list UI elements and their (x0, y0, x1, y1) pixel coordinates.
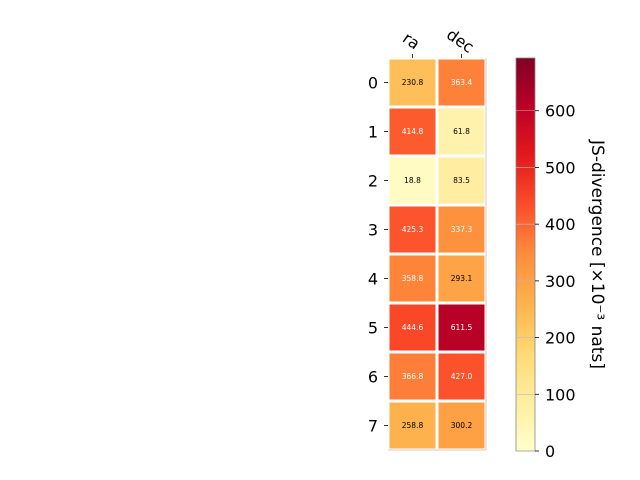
y-tick-label: 7 (368, 417, 378, 436)
heatmap-cell (389, 59, 436, 106)
heatmap-cell (438, 157, 485, 204)
heatmap-cell (438, 59, 485, 106)
heatmap-cell (389, 108, 436, 155)
cell-value-label: 258.8 (402, 421, 424, 430)
colorbar-tick-label: 0 (545, 442, 555, 461)
heatmap-cell (389, 304, 436, 351)
colorbar-tick-label: 600 (545, 102, 576, 121)
y-tick-label: 3 (368, 221, 378, 240)
heatmap-cell (389, 157, 436, 204)
cell-value-label: 300.2 (451, 421, 473, 430)
colorbar-tick-label: 400 (545, 215, 576, 234)
colorbar-tick-label: 300 (545, 272, 576, 291)
heatmap-cell (389, 402, 436, 449)
cell-value-label: 337.3 (451, 225, 473, 234)
heatmap-grid: 230.8 363.4 414.8 61.8 18.8 83.5 425.3 337.3 358… (368, 25, 487, 451)
cell-value-label: 427.0 (451, 372, 473, 381)
y-tick-label: 1 (368, 123, 378, 142)
cell-value-label: 358.8 (402, 274, 424, 283)
cell-value-label: 83.5 (453, 176, 470, 185)
cell-value-label: 366.8 (402, 372, 424, 381)
colorbar-tick-label: 100 (545, 385, 576, 404)
x-tick-label: dec (443, 25, 477, 57)
colorbar-label: JS-divergence [×10⁻³ nats] (587, 139, 607, 369)
y-tick-label: 4 (368, 270, 378, 289)
colorbar-gradient (516, 58, 535, 451)
colorbar: 0 100 200 300 400 500 600 JS-divergence [×10⁻³ … (515, 57, 607, 461)
heatmap-cell (389, 206, 436, 253)
heatmap-cell (438, 255, 485, 302)
heatmap-cell (438, 206, 485, 253)
heatmap-cell (389, 353, 436, 400)
y-tick-label: 0 (368, 74, 378, 93)
heatmap-cell (438, 353, 485, 400)
cell-value-label: 18.8 (404, 176, 421, 185)
y-tick-label: 5 (368, 319, 378, 338)
y-tick-label: 2 (368, 172, 378, 191)
colorbar-tick-label: 500 (545, 158, 576, 177)
cell-value-label: 444.6 (402, 323, 424, 332)
colorbar-tick-label: 200 (545, 329, 576, 348)
heatmap-cell (389, 255, 436, 302)
cell-value-label: 363.4 (451, 78, 473, 87)
cell-value-label: 414.8 (402, 127, 424, 136)
heatmap-cell (438, 108, 485, 155)
heatmap-cell (438, 304, 485, 351)
cell-value-label: 425.3 (402, 225, 424, 234)
y-tick-label: 6 (368, 368, 378, 387)
x-tick-label: ra (399, 28, 423, 53)
cell-value-label: 293.1 (451, 274, 473, 283)
heatmap-cell (438, 402, 485, 449)
cell-value-label: 611.5 (451, 323, 473, 332)
cell-value-label: 61.8 (453, 127, 470, 136)
cell-value-label: 230.8 (402, 78, 424, 87)
